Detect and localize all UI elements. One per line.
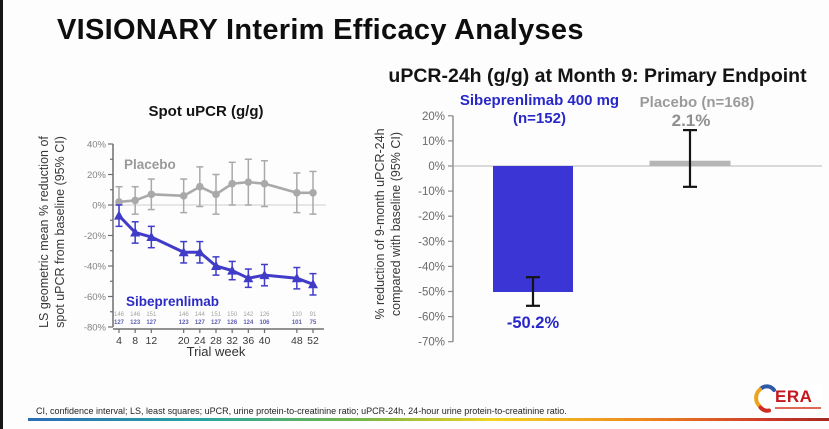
svg-text:8: 8	[132, 335, 138, 347]
placebo-group-label: Placebo (n=168)	[612, 94, 782, 112]
era-logo: ERA	[753, 384, 823, 416]
svg-text:106: 106	[259, 320, 270, 326]
svg-text:124: 124	[243, 320, 254, 326]
spot-upcr-chart-title: Spot uPCR (g/g)	[148, 103, 264, 120]
svg-text:-60%: -60%	[418, 312, 445, 324]
footer-gradient-divider	[28, 418, 829, 421]
svg-text:127: 127	[211, 320, 222, 326]
svg-text:-20%: -20%	[418, 211, 445, 223]
svg-text:48: 48	[291, 335, 303, 347]
svg-text:2.1%: 2.1%	[672, 111, 711, 130]
spot-upcr-line-chart: 40% 20% 0% -20% -40% -60% -80% 4 8 12 20 24 28 32 36 40…	[84, 140, 326, 347]
svg-text:10%: 10%	[422, 136, 445, 148]
svg-text:-50.2%: -50.2%	[507, 314, 560, 332]
svg-text:-50%: -50%	[418, 287, 445, 299]
svg-text:150: 150	[227, 312, 238, 318]
placebo-group-label-line1: Placebo (n=168)	[639, 94, 755, 111]
svg-text:146: 146	[130, 312, 141, 318]
svg-text:0%: 0%	[428, 161, 445, 173]
svg-text:146: 146	[179, 312, 190, 318]
svg-text:28: 28	[210, 335, 222, 347]
abbreviations-footnote: CI, confidence interval; LS, least squar…	[36, 406, 567, 416]
spot-upcr-x-axis-label: Trial week	[186, 344, 246, 359]
svg-text:40%: 40%	[87, 140, 107, 151]
svg-text:32: 32	[226, 335, 238, 347]
svg-text:127: 127	[195, 320, 206, 326]
svg-text:146: 146	[114, 312, 125, 318]
primary-endpoint-bar-chart: 20% 10% 0% -10% -20% -30% -40% -50% -60% -70% -50.…	[418, 111, 822, 349]
svg-text:123: 123	[179, 320, 190, 326]
svg-text:20%: 20%	[422, 111, 445, 123]
left-edge-strip	[0, 0, 3, 429]
svg-text:0%: 0%	[92, 201, 106, 212]
svg-text:Sibeprenlimab: Sibeprenlimab	[126, 294, 219, 309]
sibeprenlimab-group-label: Sibeprenlimab 400 mg (n=152)	[432, 92, 647, 128]
svg-text:12: 12	[145, 335, 157, 347]
era-swoosh-icon	[754, 384, 776, 413]
svg-text:101: 101	[292, 320, 303, 326]
svg-text:126: 126	[227, 320, 238, 326]
svg-text:20: 20	[178, 335, 190, 347]
slide-title: VISIONARY Interim Efficacy Analyses	[57, 14, 584, 46]
primary-endpoint-chart-title: uPCR-24h (g/g) at Month 9: Primary Endpo…	[388, 65, 807, 87]
svg-text:151: 151	[146, 312, 157, 318]
svg-text:-10%: -10%	[418, 186, 445, 198]
svg-text:Placebo: Placebo	[124, 157, 176, 172]
svg-text:127: 127	[146, 320, 157, 326]
svg-text:-20%: -20%	[84, 231, 107, 242]
svg-text:91: 91	[310, 312, 317, 318]
svg-text:142: 142	[243, 312, 254, 318]
svg-text:40: 40	[259, 335, 271, 347]
svg-text:20%: 20%	[87, 170, 107, 181]
svg-text:151: 151	[211, 312, 222, 318]
svg-text:126: 126	[259, 312, 270, 318]
svg-text:-60%: -60%	[84, 292, 107, 303]
svg-text:36: 36	[242, 335, 254, 347]
svg-text:-70%: -70%	[418, 337, 445, 349]
svg-text:144: 144	[195, 312, 206, 318]
era-logo-subtext-line	[775, 406, 821, 409]
svg-text:75: 75	[310, 320, 317, 326]
sibeprenlimab-group-label-line1: Sibeprenlimab 400 mg	[459, 92, 620, 109]
svg-text:24: 24	[194, 335, 206, 347]
svg-text:4: 4	[116, 335, 122, 347]
era-logo-text: ERA	[775, 387, 813, 406]
svg-text:-80%: -80%	[84, 323, 107, 334]
svg-text:52: 52	[307, 335, 319, 347]
svg-text:-40%: -40%	[418, 261, 445, 273]
sibeprenlimab-group-label-line2: (n=152)	[513, 110, 566, 127]
svg-text:127: 127	[114, 320, 125, 326]
svg-text:123: 123	[130, 320, 141, 326]
svg-text:120: 120	[292, 312, 303, 318]
svg-text:-30%: -30%	[418, 236, 445, 248]
svg-text:-40%: -40%	[84, 262, 107, 273]
